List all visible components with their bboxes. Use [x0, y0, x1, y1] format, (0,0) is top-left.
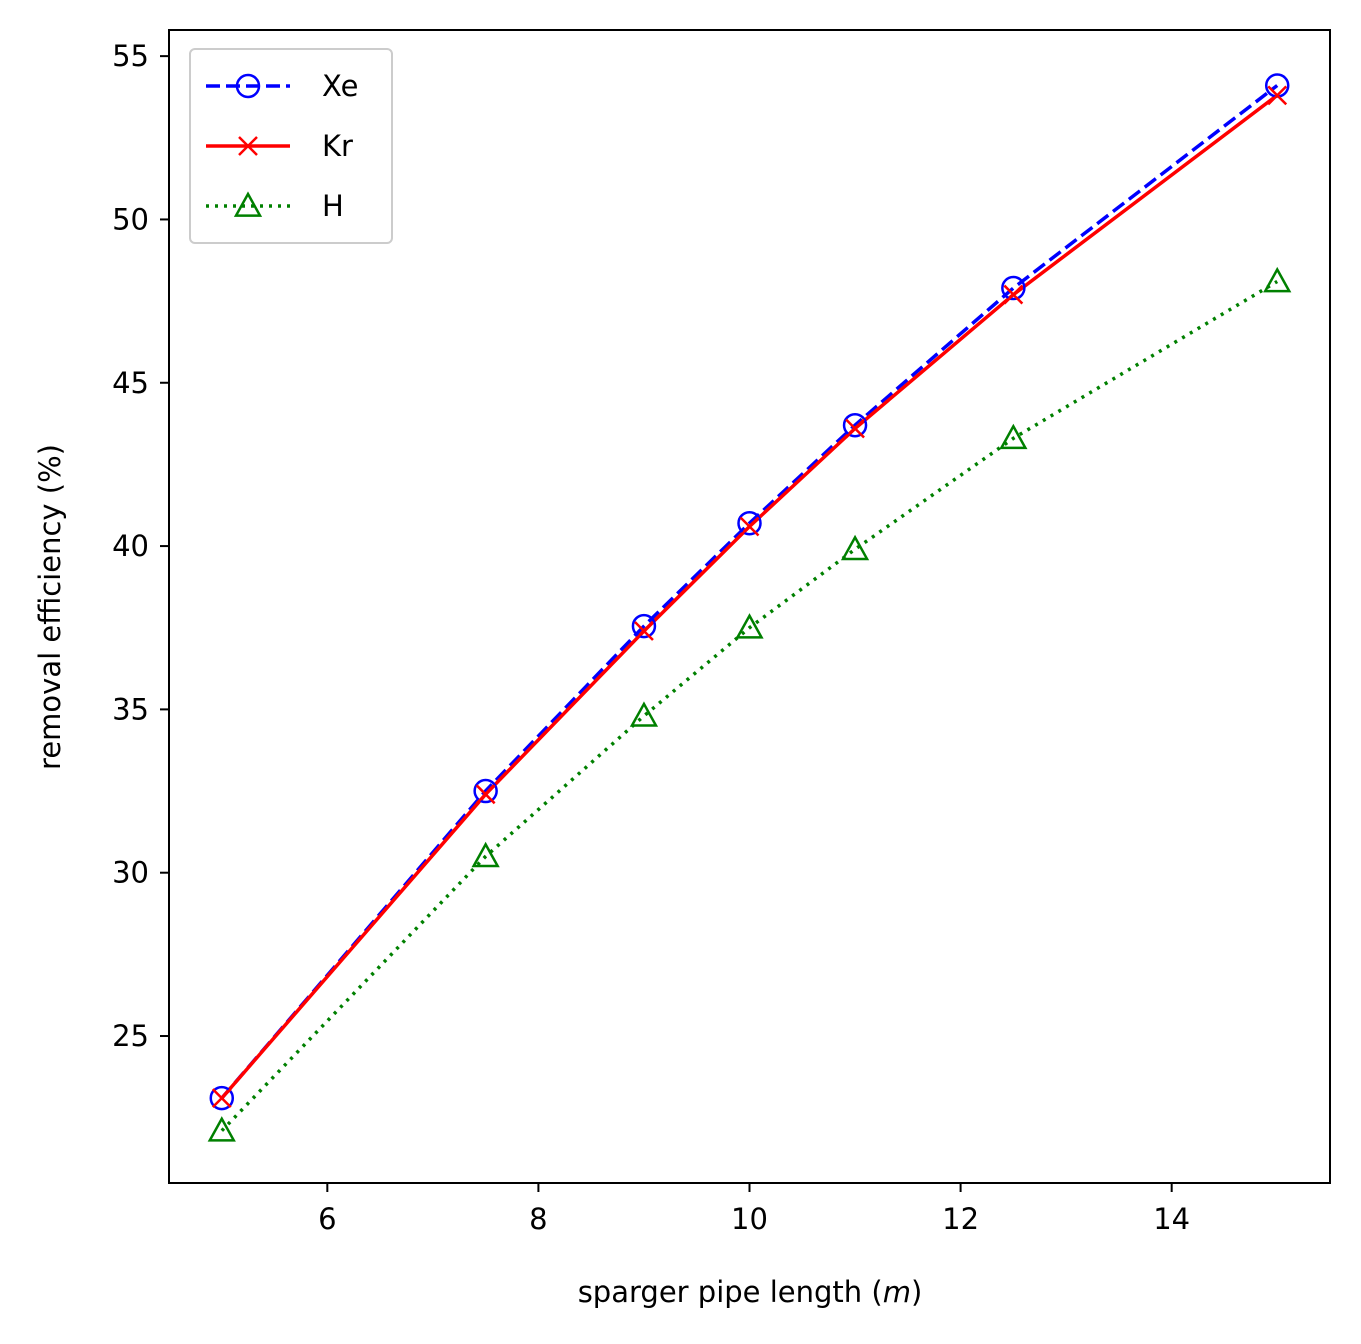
marker-stroke [634, 621, 654, 641]
data-point-h [735, 613, 764, 639]
y-axis-ticks: 25 30 35 40 45 50 55 [112, 39, 169, 1053]
data-point-h [471, 841, 500, 868]
x-tick-label: 6 [318, 1202, 336, 1236]
y-tick-label: 45 [112, 366, 149, 400]
x-tick-label: 12 [942, 1202, 979, 1236]
plot-frame [168, 29, 1331, 1184]
data-point-xe [842, 412, 868, 438]
marker-stroke [1267, 85, 1288, 106]
legend-marker-h [233, 191, 263, 217]
legend-marker-xe [235, 73, 261, 99]
y-tick-label: 55 [112, 39, 149, 73]
data-point-kr [475, 784, 496, 805]
legend-label-kr: Kr [322, 129, 353, 163]
marker-stroke [238, 136, 258, 156]
series-markers [207, 73, 1292, 1142]
data-point-xe [209, 1085, 235, 1111]
x-axis-label: sparger pipe length (m) [578, 1275, 923, 1309]
data-point-kr [845, 418, 865, 439]
legend-marker-kr [238, 136, 258, 156]
data-point-kr [634, 621, 654, 641]
legend-label-xe: Xe [322, 69, 358, 103]
data-point-xe [1001, 275, 1026, 301]
data-point-xe [737, 510, 762, 536]
series-line-h [220, 279, 1279, 1132]
marker-stroke [211, 1088, 232, 1108]
legend: Xe Kr H [189, 48, 393, 244]
data-point-kr [1267, 85, 1288, 106]
marker-stroke [1003, 284, 1024, 305]
y-tick-label: 35 [112, 692, 149, 726]
marker-stroke [739, 516, 760, 537]
data-point-h [840, 534, 870, 561]
legend-box [189, 48, 393, 244]
y-tick-label: 40 [112, 529, 149, 563]
x-tick-label: 8 [529, 1202, 547, 1236]
data-point-xe [473, 778, 498, 804]
legend-label-h: H [322, 189, 344, 223]
x-tick-label: 10 [731, 1202, 768, 1236]
x-axis-ticks: 6 8 10 12 14 [318, 1183, 1190, 1236]
x-tick-label: 14 [1153, 1202, 1190, 1236]
marker-stroke [845, 418, 865, 439]
data-point-h [629, 701, 659, 727]
series-line-xe [220, 84, 1279, 1100]
data-point-kr [1003, 284, 1024, 305]
data-point-kr [211, 1088, 232, 1108]
data-point-kr [739, 516, 760, 537]
y-tick-label: 50 [112, 202, 149, 236]
y-tick-label: 30 [112, 856, 149, 890]
data-point-xe [631, 613, 657, 639]
marker-stroke [475, 784, 496, 805]
data-point-h [999, 423, 1028, 450]
data-point-h [1263, 266, 1292, 293]
data-point-h [207, 1116, 236, 1142]
y-axis-label: removal efficiency (%) [33, 444, 67, 770]
y-tick-label: 25 [112, 1019, 149, 1053]
